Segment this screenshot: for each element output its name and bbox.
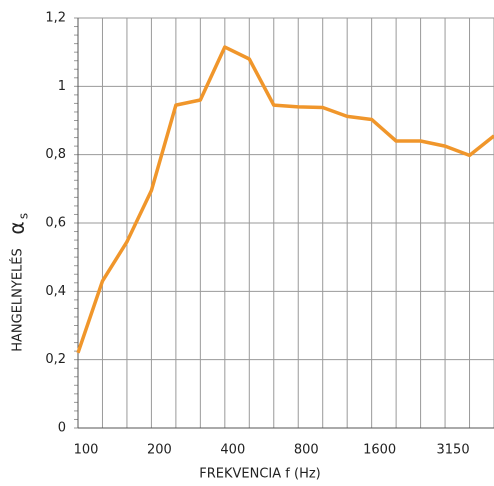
data-line (76, 45, 494, 354)
y-tick-label: 0,8 (45, 147, 66, 162)
x-axis-label: FREKVENCIA f (Hz) (199, 467, 320, 482)
y-tick-label: 1 (58, 79, 66, 94)
y-tick-label: 0 (58, 421, 66, 436)
x-tick-label: 3150 (437, 443, 470, 458)
y-tick-label: 0,2 (45, 352, 66, 367)
x-tick-label: 200 (147, 443, 172, 458)
y-axis-symbol-sub: s (17, 213, 31, 219)
y-axis-symbol: α (5, 221, 29, 234)
y-axis-label: HANGELNYELÉS (10, 248, 26, 352)
x-tick-label: 400 (220, 443, 245, 458)
y-tick-label: 0,6 (45, 216, 66, 231)
x-tick-label: 1600 (363, 443, 396, 458)
y-tick-label: 1,2 (45, 11, 66, 26)
x-tick-label: 800 (294, 443, 319, 458)
x-tick-label: 100 (74, 443, 99, 458)
y-tick-label: 0,4 (45, 284, 66, 299)
